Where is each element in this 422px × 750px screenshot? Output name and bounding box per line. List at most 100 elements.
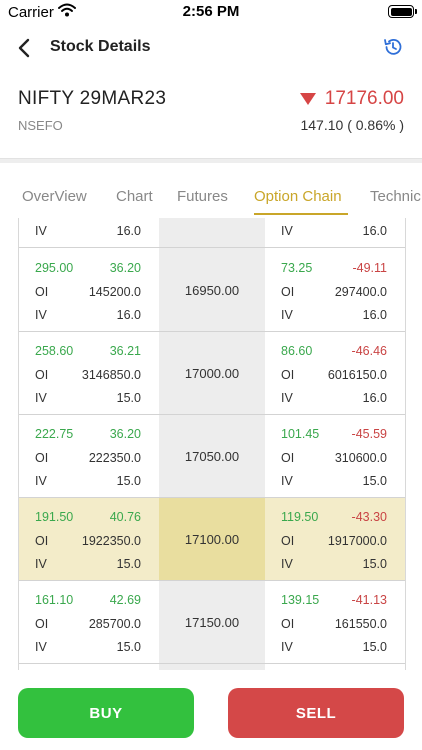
call-change: 42.69: [109, 593, 141, 607]
put-oi-label: OI: [281, 451, 295, 465]
call-ltp: 295.00: [35, 261, 74, 275]
call-oi-label: OI: [35, 368, 49, 382]
put-oi: 310600.0: [334, 451, 387, 465]
put-iv-label: IV: [281, 308, 293, 322]
tab-futures[interactable]: Futures: [177, 188, 228, 205]
stock-symbol: NIFTY 29MAR23: [18, 88, 167, 109]
put-ltp: 73.25: [281, 261, 313, 275]
call-iv: 15.0: [116, 391, 141, 405]
put-oi-label: OI: [281, 534, 295, 548]
put-ltp: 119.50: [281, 510, 319, 524]
tab-bar: OverView Chart Futures Option Chain Tech…: [0, 176, 422, 216]
call-oi-label: OI: [35, 617, 49, 631]
put-ltp: 139.15: [281, 593, 320, 607]
call-iv-label: IV: [35, 640, 47, 654]
call-ltp: 222.75: [35, 427, 74, 441]
call-iv: 15.0: [116, 557, 141, 571]
call-iv: 16.0: [116, 224, 141, 238]
strike-price: 16950.00: [184, 282, 240, 298]
tab-technicals[interactable]: Technic: [370, 188, 421, 205]
history-icon[interactable]: [382, 36, 404, 58]
wifi-icon: [58, 3, 76, 21]
tab-option-chain[interactable]: Option Chain: [254, 188, 342, 205]
nav-bar: Stock Details: [0, 30, 422, 66]
call-change: 36.21: [109, 344, 141, 358]
carrier-label: Carrier: [8, 4, 54, 21]
put-iv: 15.0: [362, 474, 387, 488]
option-chain-table[interactable]: IV 16.0 IV 16.0 16950.00 295.00 36.20 OI 145…: [18, 218, 406, 670]
call-iv: 15.0: [116, 640, 141, 654]
call-oi: 1922350.0: [81, 534, 141, 548]
price-change: 147.10 ( 0.86% ): [300, 117, 404, 133]
strike-price: 17050.00: [184, 448, 240, 464]
put-iv: 15.0: [362, 640, 387, 654]
call-oi-label: OI: [35, 285, 49, 299]
divider: [0, 158, 422, 163]
put-change: -45.59: [351, 427, 387, 441]
put-iv: 15.0: [362, 557, 387, 571]
table-row[interactable]: 17000.00 258.60 36.21 OI 3146850.0 IV 15.0 86.6…: [19, 332, 405, 415]
price-block: 17176.00: [299, 88, 404, 110]
put-iv-label: IV: [281, 640, 293, 654]
buy-button[interactable]: BUY: [18, 688, 194, 738]
put-oi: 6016150.0: [327, 368, 387, 382]
put-iv: 16.0: [362, 308, 387, 322]
table-row-partial[interactable]: IV 16.0 IV 16.0: [19, 218, 405, 248]
active-tab-indicator: [254, 213, 348, 215]
page-title: Stock Details: [50, 38, 151, 55]
call-change: 40.76: [109, 510, 141, 524]
strike-price: 17100.00: [159, 498, 265, 580]
call-oi: 285700.0: [88, 617, 141, 631]
call-ltp: 258.60: [35, 344, 74, 358]
call-iv-label: IV: [35, 474, 47, 488]
put-ltp: 101.45: [281, 427, 320, 441]
put-iv-label: IV: [281, 391, 293, 405]
table-row[interactable]: 17050.00 222.75 36.20 OI 222350.0 IV 15.0 101.4…: [19, 415, 405, 498]
call-oi: 145200.0: [88, 285, 141, 299]
call-iv-label: IV: [35, 308, 47, 322]
call-ltp: 161.10: [35, 593, 74, 607]
put-ltp: 86.60: [281, 344, 313, 358]
last-price: 17176.00: [324, 88, 404, 109]
tab-overview[interactable]: OverView: [22, 188, 87, 205]
table-row[interactable]: 17100.00 191.50 40.76 OI 1922350.0 IV 15.0 119.…: [19, 498, 405, 581]
put-iv: 16.0: [362, 391, 387, 405]
put-oi: 1917000.0: [327, 534, 387, 548]
put-iv-label: IV: [281, 474, 293, 488]
call-iv-label: IV: [35, 224, 47, 238]
call-change: 36.20: [109, 427, 141, 441]
put-change: -41.13: [351, 593, 387, 607]
put-iv-label: IV: [281, 557, 293, 571]
tab-chart[interactable]: Chart: [116, 188, 153, 205]
call-oi-label: OI: [35, 534, 49, 548]
strike-price: 17000.00: [184, 365, 240, 381]
call-change: 36.20: [109, 261, 141, 275]
chevron-left-icon[interactable]: [14, 35, 36, 61]
call-iv-label: IV: [35, 557, 47, 571]
put-iv-label: IV: [281, 224, 293, 238]
call-iv-label: IV: [35, 391, 47, 405]
table-row[interactable]: 17150.00 161.10 42.69 OI 285700.0 IV 15.0 139.1…: [19, 581, 405, 664]
status-bar: Carrier 2:56 PM: [0, 0, 422, 24]
strike-column: [159, 218, 265, 670]
call-iv: 15.0: [116, 474, 141, 488]
put-change: -46.46: [351, 344, 387, 358]
call-oi: 3146850.0: [81, 368, 141, 382]
sell-button[interactable]: SELL: [228, 688, 404, 738]
put-oi-label: OI: [281, 617, 295, 631]
table-row[interactable]: 16950.00 295.00 36.20 OI 145200.0 IV 16.0 73.25…: [19, 249, 405, 332]
put-oi: 297400.0: [334, 285, 387, 299]
battery-icon: [388, 5, 417, 18]
put-oi-label: OI: [281, 368, 295, 382]
put-iv: 16.0: [362, 224, 387, 238]
strike-price: 17150.00: [184, 614, 240, 630]
put-oi-label: OI: [281, 285, 295, 299]
put-change: -49.11: [352, 261, 387, 275]
call-oi: 222350.0: [88, 451, 141, 465]
clock: 2:56 PM: [182, 3, 240, 20]
call-ltp: 191.50: [35, 510, 74, 524]
triangle-down-icon: [299, 93, 316, 105]
stock-summary: NIFTY 29MAR23 NSEFO 17176.00 147.10 ( 0.…: [0, 82, 422, 152]
stock-exchange: NSEFO: [18, 118, 63, 133]
put-change: -43.30: [351, 510, 387, 524]
